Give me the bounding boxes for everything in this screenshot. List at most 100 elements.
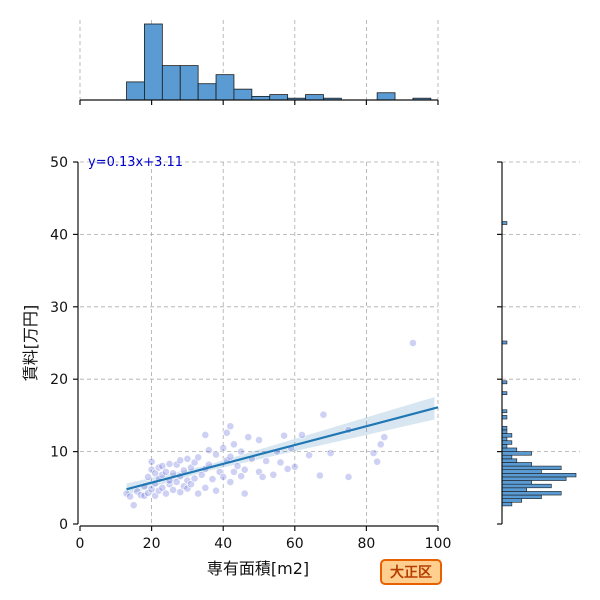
scatter-point (344, 473, 353, 481)
right-hist-bar (501, 498, 523, 503)
right-hist-bar (501, 454, 513, 460)
scatter-point (226, 422, 235, 431)
y-tick-label: 20 (50, 372, 68, 388)
y-tick-label: 30 (50, 300, 68, 316)
scatter-point (326, 449, 335, 457)
scatter-point (194, 489, 203, 498)
y-tick-label: 50 (50, 155, 68, 171)
scatter-point (212, 450, 220, 459)
right-hist-bar (501, 501, 513, 507)
top-hist-bar (161, 65, 181, 101)
x-tick-label: 100 (425, 536, 452, 552)
ward-badge: 大正区 (380, 559, 442, 585)
scatter-point (240, 465, 249, 474)
scatter-point (147, 457, 156, 466)
scatter-point (230, 467, 238, 476)
scatter-point (319, 410, 328, 419)
right-hist-bar (501, 494, 542, 499)
right-hist-bar (501, 447, 518, 452)
scatter-point (369, 449, 378, 457)
right-histogram (497, 161, 580, 525)
right-hist-bar (501, 462, 532, 467)
top-hist-bar (376, 92, 396, 101)
right-hist-bar (501, 415, 508, 420)
right-hist-bar (501, 458, 518, 463)
right-hist-bar (501, 476, 567, 481)
right-hist-bar (501, 451, 532, 456)
top-hist-bar (305, 94, 324, 101)
scatter-point (219, 444, 228, 452)
right-hist-bar (501, 487, 527, 492)
scatter-point (208, 475, 217, 484)
scatter-point (237, 472, 245, 481)
right-hist-bar (501, 380, 508, 385)
scatter-point (269, 470, 278, 479)
scatter-point (212, 486, 220, 495)
regression-line (126, 406, 439, 491)
scatter-point (276, 458, 285, 467)
right-hist-bar (501, 469, 542, 474)
scatter-point (162, 489, 170, 498)
scatter-point (201, 431, 210, 439)
regression-equation: y=0.13x+3.11 (88, 155, 183, 170)
scatter-point (187, 480, 195, 489)
regression-line-path (126, 406, 439, 491)
scatter-points (122, 339, 417, 510)
right-hist-bar (501, 221, 508, 225)
scatter-point (380, 433, 389, 442)
scatter-point (230, 440, 238, 449)
scatter-point (204, 446, 213, 455)
y-axis-title: 賃料[万円] (21, 305, 40, 382)
scatter-point (144, 473, 152, 481)
scatter-point (176, 488, 185, 497)
scatter-point (172, 478, 181, 486)
scatter-point (226, 452, 235, 461)
main-axes: 0 20 40 60 80 100 0 10 20 30 40 50 (50, 155, 451, 552)
scatter-point (283, 465, 292, 473)
scatter-point (222, 428, 231, 437)
right-hist-bar (501, 444, 508, 449)
top-hist-bar (215, 74, 235, 101)
top-hist-bar (126, 81, 145, 101)
scatter-point (255, 436, 263, 444)
confidence-band (126, 397, 435, 496)
right-hist-bar (501, 440, 513, 445)
right-hist-bar (501, 429, 508, 434)
scatter-point (244, 433, 253, 442)
top-hist-bar (269, 94, 289, 101)
scatter-point (183, 454, 192, 463)
scatter-point (165, 460, 174, 468)
top-hist-bar (197, 83, 217, 101)
x-tick-label: 80 (357, 536, 375, 552)
right-hist-bar (501, 480, 532, 485)
scatter-point (201, 483, 210, 492)
right-hist-bar (501, 483, 552, 489)
scatter-point (176, 456, 185, 465)
top-hist-bar (179, 65, 199, 101)
scatter-point (219, 473, 228, 481)
scatter-point (298, 431, 306, 439)
y-tick-label: 10 (50, 445, 68, 461)
top-hist-bar (233, 88, 253, 101)
scatter-point (169, 486, 177, 494)
scatter-point (315, 471, 324, 480)
x-tick-label: 0 (76, 536, 85, 552)
x-tick-label: 40 (214, 536, 232, 552)
scatter-point (158, 483, 167, 492)
scatter-point (194, 453, 203, 462)
scatter-point (129, 501, 138, 510)
y-tick-label: 40 (50, 227, 68, 243)
scatter-point (290, 462, 299, 471)
scatter-point (126, 492, 135, 501)
scatter-point (226, 478, 235, 486)
scatter-point (158, 462, 167, 470)
x-axis-title: 専有面積[m2] (207, 559, 309, 578)
scatter-point (240, 489, 249, 498)
scatter-point (376, 440, 385, 449)
right-hist-bar (501, 340, 508, 345)
scatter-point (237, 447, 245, 456)
right-hist-bar (501, 473, 577, 478)
y-tick-label: 0 (59, 517, 68, 533)
scatter-point (280, 431, 288, 440)
